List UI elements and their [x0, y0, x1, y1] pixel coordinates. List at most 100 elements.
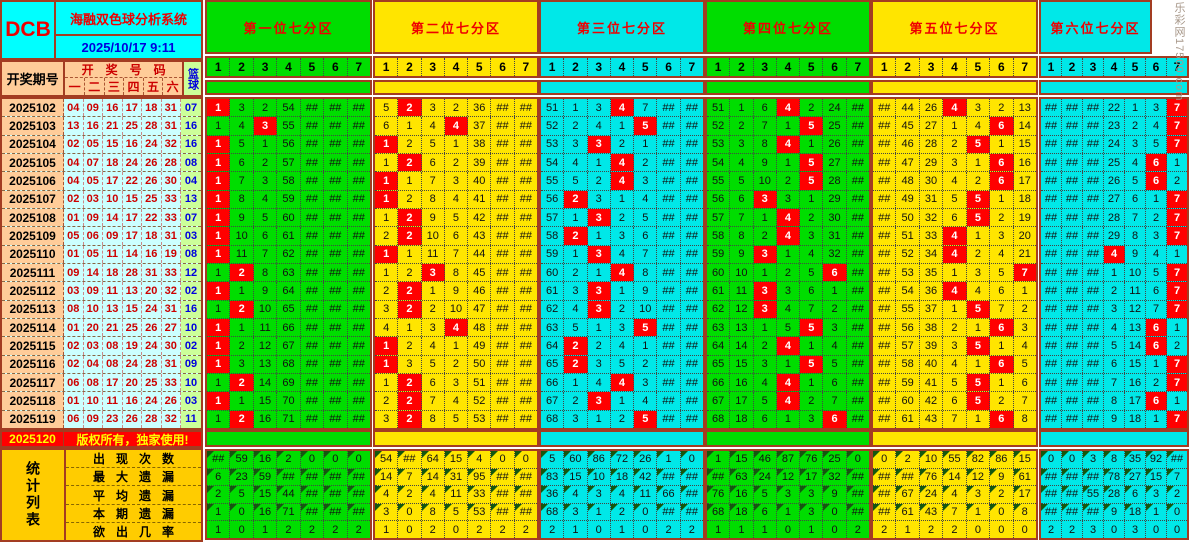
- zone-row: ## ## ## 8 17 6 1: [1041, 392, 1187, 411]
- zone-header-cell: 3: [422, 58, 445, 76]
- stat-value-cell: ##: [514, 468, 537, 486]
- zone-cell-highlight: 4: [776, 337, 801, 355]
- zone-cell: 40: [468, 172, 492, 190]
- zone-cell: 52: [468, 392, 492, 410]
- zone-cell: 5: [1021, 358, 1028, 371]
- zone-cell: 71: [277, 410, 301, 428]
- zone-cell: 58: [707, 227, 731, 245]
- stat-value-cell: 8: [1104, 451, 1125, 468]
- zone-cell: 54: [277, 99, 301, 117]
- number-cell: 16: [103, 99, 123, 117]
- stat-value-cell: ##: [1041, 468, 1062, 486]
- number-cell: 24: [142, 135, 162, 153]
- zone-cell-highlight: 1: [375, 172, 399, 190]
- zone-cell-highlight: 5: [800, 117, 824, 135]
- zone-cell: ##: [519, 138, 532, 151]
- zone-cell: ##: [324, 355, 348, 373]
- zone-cell: 50: [896, 208, 920, 227]
- zone-cell: 38: [468, 135, 492, 153]
- zone-cell: ##: [685, 321, 698, 334]
- zone-cell: 8: [730, 227, 754, 245]
- zone-cell: 1: [967, 227, 991, 245]
- number-cell: 02: [64, 190, 84, 208]
- number-cell: 33: [161, 208, 181, 227]
- blue-cell: 10: [181, 318, 201, 337]
- zone-cell: ##: [1062, 373, 1083, 392]
- number-cell: 31: [161, 117, 181, 135]
- stat-value-cell: 16: [730, 486, 754, 503]
- zone-cell: ##: [301, 318, 325, 337]
- zone-cell: 3: [564, 135, 588, 153]
- zone-cell: 5: [375, 99, 399, 117]
- stat-value-cell: 17: [800, 468, 824, 486]
- zone-cell-highlight: 6: [823, 410, 847, 428]
- stat-value-cell: 2: [422, 521, 445, 538]
- zone-row: 1 2 16 71 ## ## ##: [207, 410, 370, 428]
- zone-cell: ##: [324, 172, 348, 190]
- zone-cell: ##: [873, 392, 897, 410]
- zone-cell: ##: [685, 358, 698, 371]
- zone-cell: ##: [1083, 392, 1104, 410]
- stat-value-cell: 0: [514, 451, 537, 468]
- number-cell: 20: [142, 282, 162, 300]
- zone-cell: 7: [1021, 394, 1028, 407]
- zone-cell: 15: [730, 355, 754, 373]
- zone-cell-highlight: 4: [943, 99, 967, 117]
- stat-value-cell: ##: [896, 468, 920, 486]
- zone-header-cell: 5: [967, 58, 991, 76]
- zone-cell: ##: [1062, 135, 1083, 153]
- zone-cell: ##: [352, 321, 365, 334]
- zone-cell-highlight: 6: [990, 410, 1014, 428]
- zone-header-cell: 3: [1083, 58, 1104, 76]
- zone-cell: ##: [1083, 373, 1104, 392]
- stat-value-cell: 1: [966, 503, 991, 521]
- zone-cell: 8: [422, 190, 445, 208]
- zone-cell: ##: [873, 99, 897, 117]
- zone-cell: 7: [1104, 373, 1125, 392]
- stat-value-cell: 0: [324, 451, 348, 468]
- panel-title-block: 第五位七分区: [871, 0, 1038, 54]
- zone-stat-row: 0 0 3 8 35 92 ##: [1041, 451, 1187, 469]
- zone-header-cell: 2: [1062, 58, 1083, 76]
- number-cell: 06: [83, 227, 103, 245]
- zone-row: ## 56 38 2 1 6 3: [873, 318, 1036, 338]
- stat-value-cell: 12: [966, 468, 991, 486]
- zone-cell: ##: [519, 248, 532, 261]
- zone-cell: ##: [851, 303, 864, 316]
- zone-panel: 第二位七分区 1 2 3 4 5 6 7 5 2 3 2 36 ## ## 6 1 4 4 37 ## ## 1 2 5 1 38 #…: [373, 0, 539, 542]
- zone-row: 59 9 3 1 4 32 ##: [707, 245, 869, 264]
- zone-row: ## ## ## 28 7 2 7: [1041, 208, 1187, 228]
- draw-rows: 2025102 04 09 16 17 18 31 07 2025103 13 16 21 25 28 31…: [2, 99, 201, 428]
- zone-cell-highlight: 2: [398, 410, 422, 428]
- period-cell: 2025110: [2, 245, 64, 263]
- zone-row: 68 3 1 2 5 ## ##: [541, 410, 703, 428]
- zone-cell: ##: [657, 99, 681, 117]
- zone-stat-row: 14 7 14 31 95 ## ##: [375, 468, 537, 487]
- zone-cell-highlight: 6: [1146, 153, 1167, 172]
- zone-cell: ##: [1062, 300, 1083, 318]
- zone-cell: ##: [1083, 190, 1104, 208]
- zone-cell: 36: [468, 99, 492, 117]
- zone-cell: 4: [588, 373, 611, 392]
- zone-cell: ##: [491, 245, 515, 263]
- zone-cell: 7: [943, 410, 967, 428]
- stat-value-cell: 15: [253, 486, 278, 503]
- zone-row: 1 10 6 61 ## ## ##: [207, 227, 370, 246]
- zone-cell: 2: [375, 227, 399, 245]
- copyright-text: 版权所有，独家使用!: [64, 432, 201, 447]
- zone-cell-highlight: 7: [1167, 227, 1187, 245]
- zone-cell-highlight: 5: [966, 190, 991, 208]
- zone-stats: 5 60 86 72 26 1 0 83 15 10 18 42 ## ## 36 4 3 4 11 66 ## 68 3 1…: [539, 449, 705, 540]
- zone-cell: ##: [851, 101, 864, 114]
- zone-cell: 1: [1173, 321, 1181, 334]
- zone-cell: 3: [800, 227, 824, 245]
- zone-panel: 第三位七分区 1 2 3 4 5 6 7 51 1 3 4 7 ## ## 52 2 4 1 5 ## ## 53 3 3 2 1 #…: [539, 0, 705, 542]
- zone-cell: 9: [254, 282, 278, 300]
- zone-cell: ##: [324, 208, 348, 227]
- zone-cell: ##: [301, 373, 325, 392]
- zone-stat-row: 68 18 6 1 3 0 ##: [707, 503, 869, 522]
- zone-cell-highlight: 1: [375, 135, 399, 153]
- stat-value-cell: 0: [398, 503, 422, 521]
- zone-header-cell: 5: [468, 58, 492, 76]
